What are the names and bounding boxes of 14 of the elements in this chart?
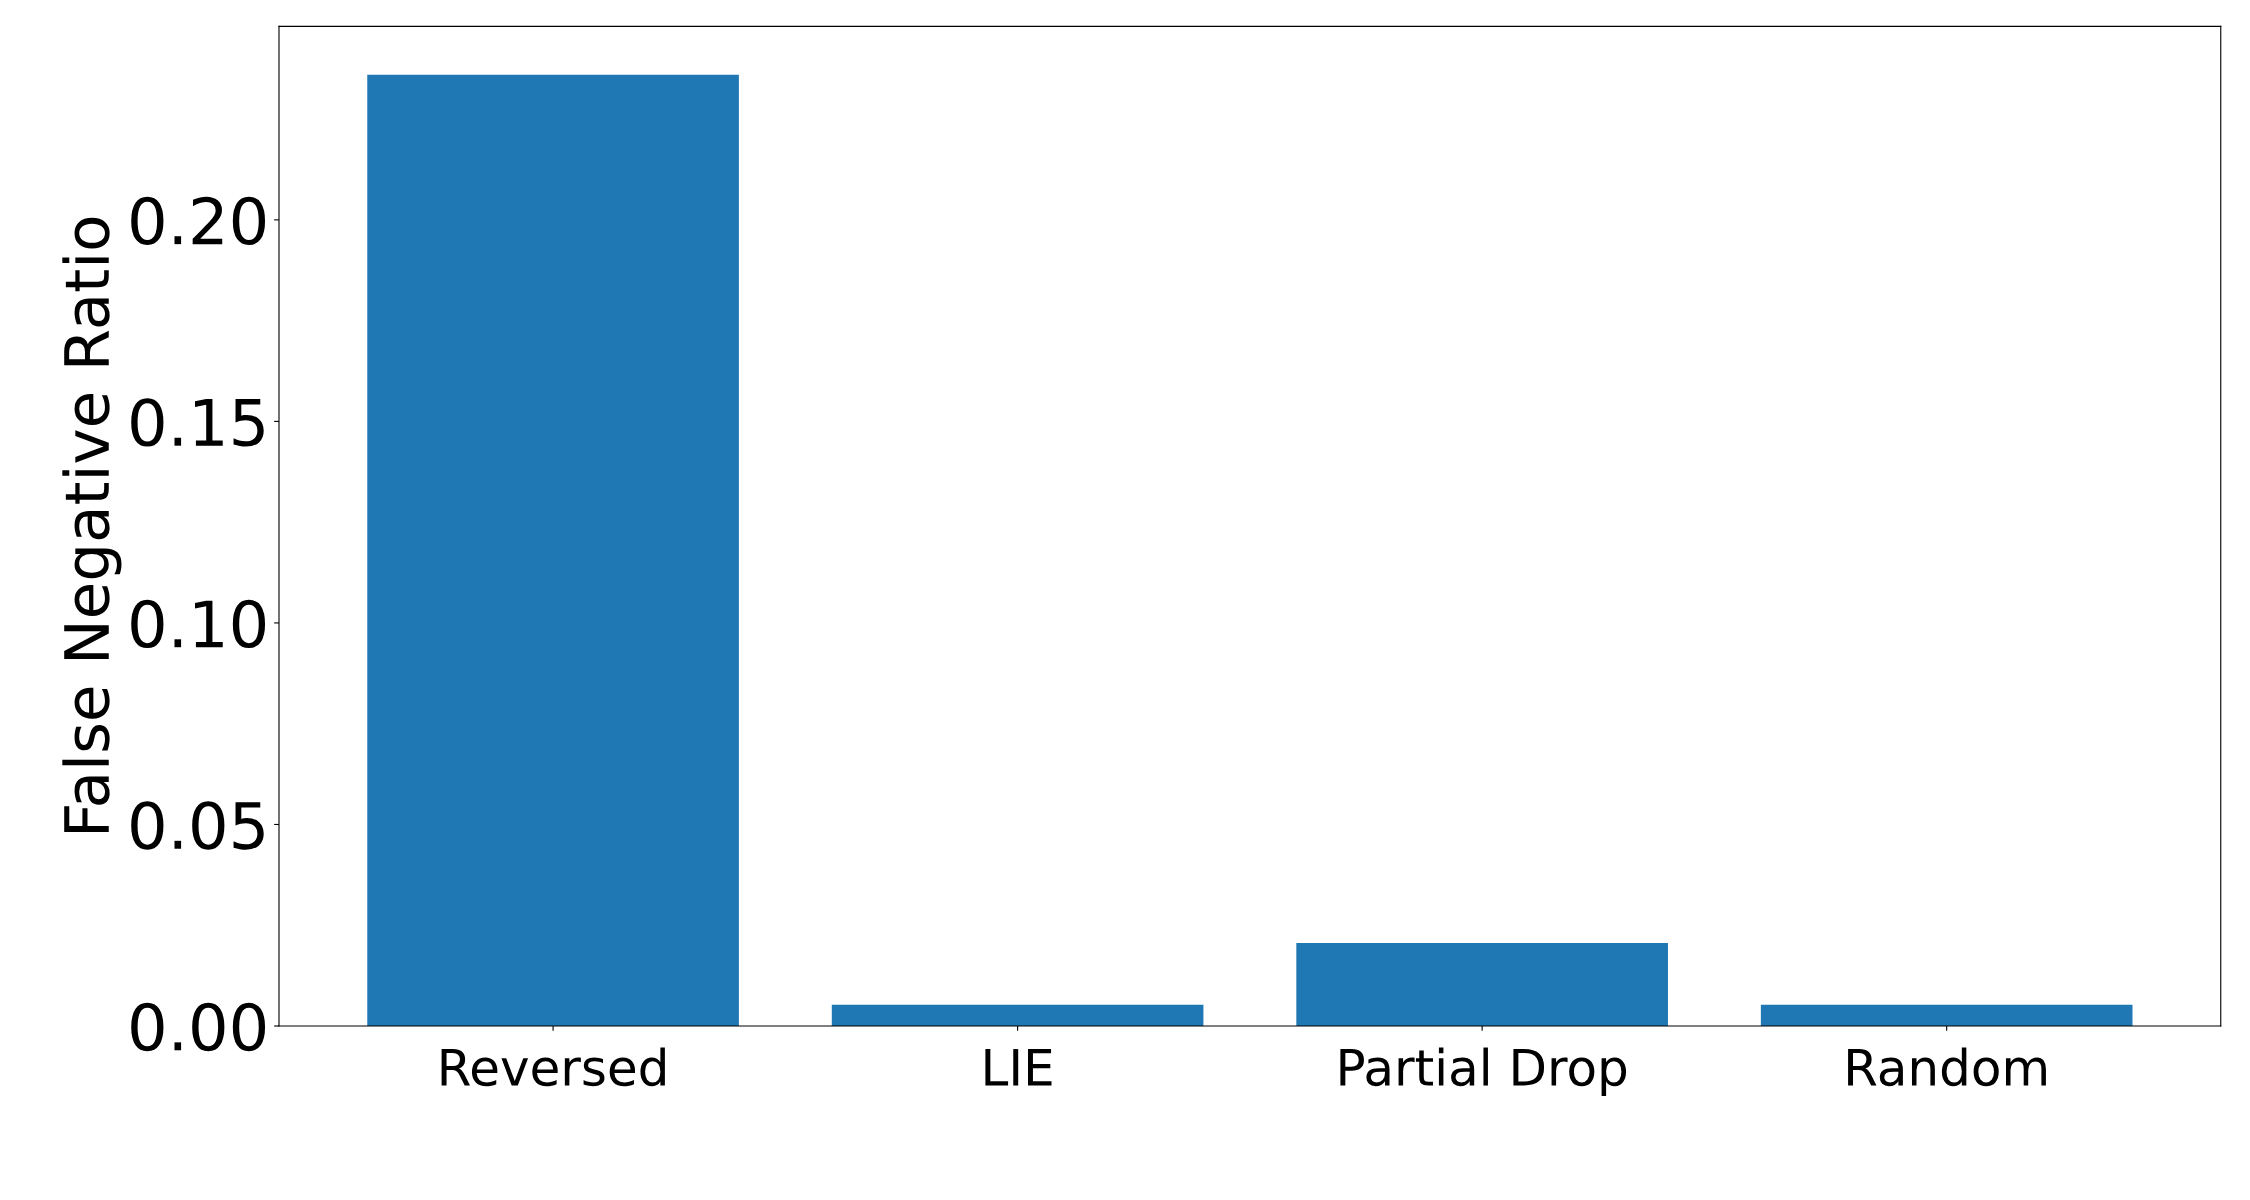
y-tick-label: 0.10 xyxy=(131,599,266,649)
x-tick-label: Random xyxy=(1848,1047,2046,1087)
bar xyxy=(1296,942,1668,1026)
y-axis-title: False Negative Ratio xyxy=(62,217,122,832)
y-tick-label: 0.20 xyxy=(131,196,266,246)
x-tick-label: Partial Drop xyxy=(1340,1047,1627,1096)
x-tick-label: Reversed xyxy=(441,1047,665,1087)
y-tick-label: 0.05 xyxy=(131,801,264,850)
bar xyxy=(831,1004,1204,1026)
x-tick-label: LIE xyxy=(985,1049,1052,1086)
y-tick-label: 0.00 xyxy=(131,1002,266,1052)
y-tick-label: 0.15 xyxy=(131,398,264,447)
bar xyxy=(1760,1004,2133,1026)
bar xyxy=(367,74,739,1026)
